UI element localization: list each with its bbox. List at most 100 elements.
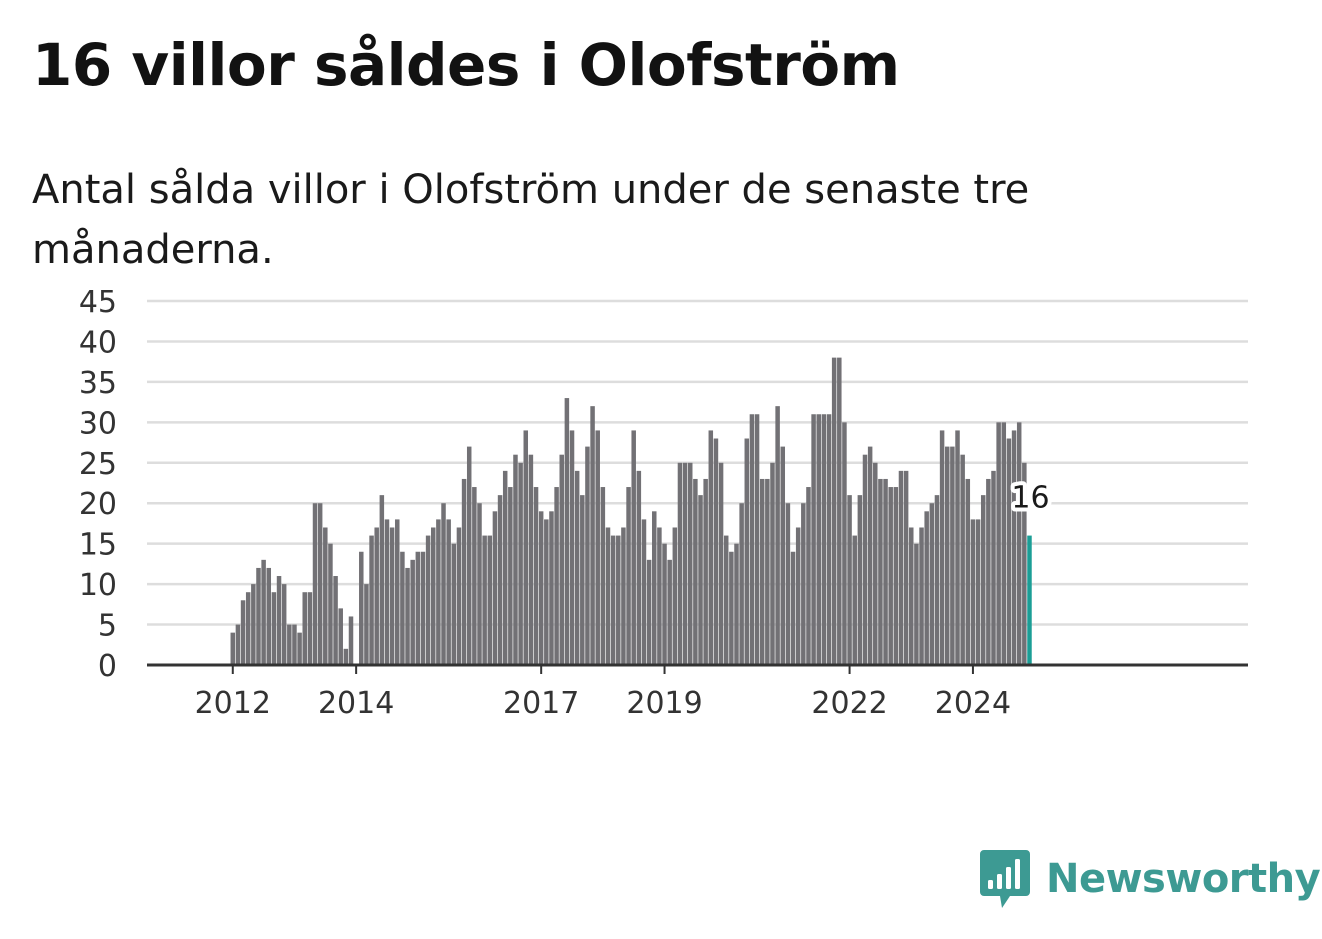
bar	[873, 462, 878, 665]
bar	[1011, 430, 1017, 665]
x-tick-label: 2024	[935, 686, 1011, 721]
bar	[821, 414, 827, 665]
bar	[605, 527, 611, 665]
bar	[1016, 422, 1022, 665]
bar	[996, 422, 1001, 665]
bar	[415, 551, 421, 665]
bar	[456, 527, 462, 665]
bar-chart-speech-bubble-icon	[980, 850, 1030, 908]
bar	[739, 503, 744, 665]
bar	[389, 527, 395, 665]
bar	[359, 551, 364, 665]
bar	[590, 406, 595, 665]
bar	[544, 519, 549, 665]
bar	[780, 446, 786, 665]
bar	[857, 495, 863, 665]
bar	[477, 503, 482, 665]
bar	[251, 584, 256, 665]
bar	[487, 535, 493, 665]
y-tick-label: 35	[79, 366, 117, 401]
bar	[281, 584, 287, 665]
bar	[893, 487, 899, 665]
bar	[744, 438, 750, 665]
bar	[631, 430, 636, 665]
bar	[878, 478, 883, 665]
x-tick-label: 2012	[195, 686, 271, 721]
bar	[405, 567, 410, 665]
chart-subtitle: Antal sålda villor i Olofström under de …	[32, 167, 1030, 273]
bar	[734, 543, 739, 665]
bar-chart: 0 5 10 15 20 25 30 35 40 45 2012 2014 2017 2019 2022 20…	[79, 285, 1248, 721]
bar	[703, 478, 708, 665]
bar	[528, 454, 534, 665]
bar	[980, 495, 986, 665]
bar	[811, 414, 816, 665]
bar	[641, 519, 647, 665]
bar	[518, 462, 523, 665]
bar	[795, 527, 801, 665]
bar	[713, 438, 719, 665]
bar	[667, 559, 672, 665]
bar	[323, 527, 328, 665]
bar	[461, 478, 467, 665]
bar	[955, 430, 960, 665]
bar	[554, 487, 559, 665]
bar	[991, 470, 996, 665]
bar	[646, 559, 652, 665]
bar	[307, 592, 313, 665]
bar	[729, 551, 734, 665]
bar	[909, 527, 914, 665]
bar	[636, 470, 642, 665]
bar	[662, 543, 667, 665]
bar	[261, 559, 266, 665]
bar	[867, 446, 873, 665]
bar	[698, 495, 703, 665]
bar	[425, 535, 431, 665]
bar	[292, 624, 297, 665]
bar	[266, 567, 272, 665]
bar	[420, 551, 426, 665]
bar	[235, 624, 241, 665]
bar	[816, 414, 821, 665]
bar	[395, 519, 400, 665]
logo-text: Newsworthy	[1046, 856, 1321, 902]
bar	[302, 592, 307, 665]
bar	[502, 470, 508, 665]
bar	[652, 511, 657, 665]
bar	[600, 487, 606, 665]
chart-title: 16 villor såldes i Olofström	[32, 31, 900, 99]
bar	[245, 592, 251, 665]
x-tick-label: 2022	[811, 686, 887, 721]
bar	[847, 495, 852, 665]
bar	[333, 576, 338, 665]
value-label: 16	[1011, 481, 1049, 516]
bar	[883, 478, 888, 665]
bar	[1022, 462, 1027, 665]
bar	[965, 478, 971, 665]
bar	[451, 543, 457, 665]
bar	[374, 527, 379, 665]
bar	[770, 462, 775, 665]
bar	[1006, 438, 1012, 665]
bar	[929, 503, 935, 665]
bar	[523, 430, 529, 665]
bar	[862, 454, 868, 665]
bar	[430, 527, 436, 665]
bar	[436, 519, 441, 665]
bar	[369, 535, 374, 665]
bar	[297, 632, 302, 665]
bar	[569, 430, 575, 665]
bar	[621, 527, 626, 665]
bar	[723, 535, 729, 665]
bar	[513, 454, 518, 665]
bar	[903, 470, 909, 665]
bar	[1001, 422, 1007, 665]
bar	[785, 503, 791, 665]
bar	[919, 527, 924, 665]
bar	[492, 511, 498, 665]
highlighted-bar	[1027, 535, 1032, 665]
y-tick-label: 45	[79, 285, 117, 320]
bar	[538, 511, 544, 665]
y-tick-label: 20	[79, 487, 117, 522]
y-tick-label: 0	[98, 649, 117, 684]
